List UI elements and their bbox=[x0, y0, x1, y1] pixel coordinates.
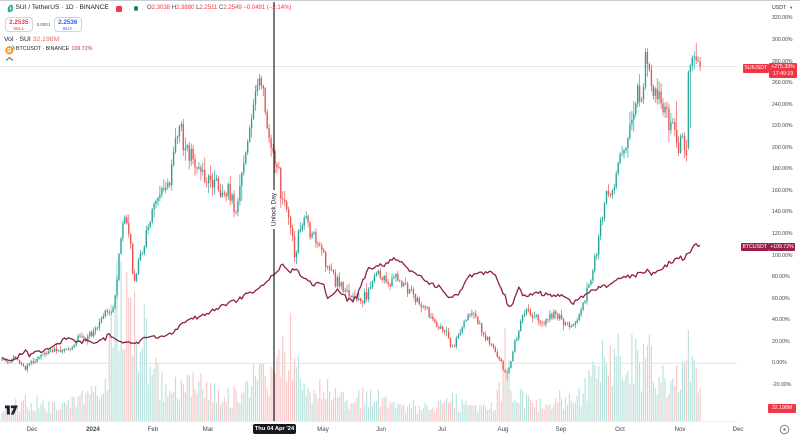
svg-text:B: B bbox=[7, 48, 12, 55]
